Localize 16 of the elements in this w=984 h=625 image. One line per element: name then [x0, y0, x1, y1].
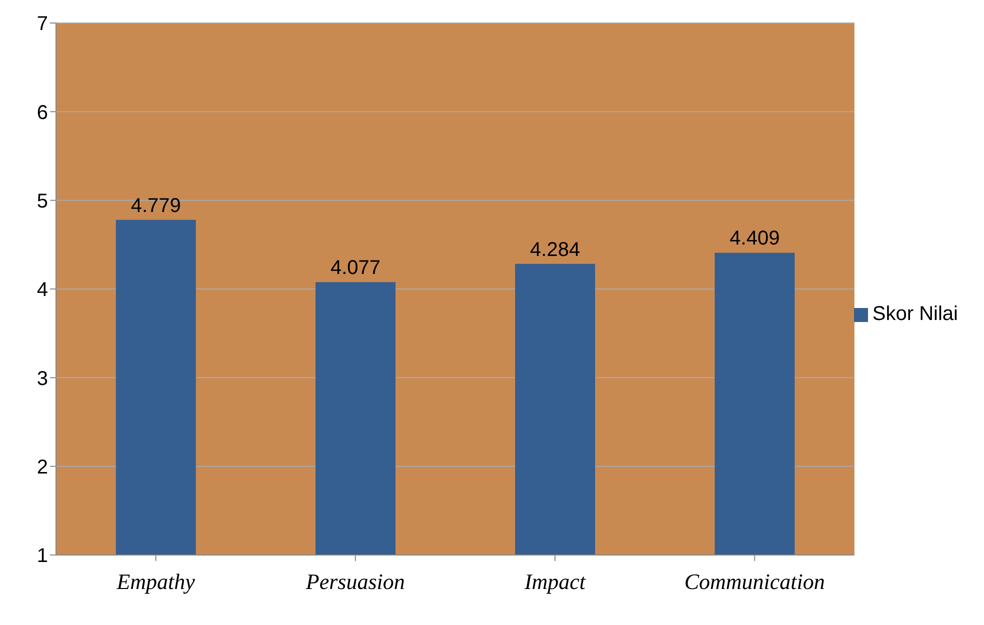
legend-label: Skor Nilai — [872, 302, 958, 324]
x-tick-label: Persuasion — [304, 569, 405, 594]
data-label: 4.409 — [730, 228, 780, 250]
x-tick-label: Empathy — [116, 569, 196, 594]
x-tick-label: Communication — [684, 569, 825, 594]
data-label: 4.779 — [130, 194, 181, 217]
y-tick-label: 6 — [36, 102, 48, 124]
data-label: 4.284 — [530, 238, 580, 261]
x-tick-label: Impact — [523, 569, 586, 594]
y-tick-label: 3 — [36, 368, 48, 390]
data-label: 4.077 — [330, 257, 381, 280]
y-tick-label: 2 — [36, 456, 48, 478]
y-tick-label: 1 — [36, 545, 48, 568]
y-tick-label: 5 — [36, 190, 48, 212]
y-tick-label: 7 — [36, 13, 48, 36]
y-tick-label: 4 — [36, 279, 48, 302]
